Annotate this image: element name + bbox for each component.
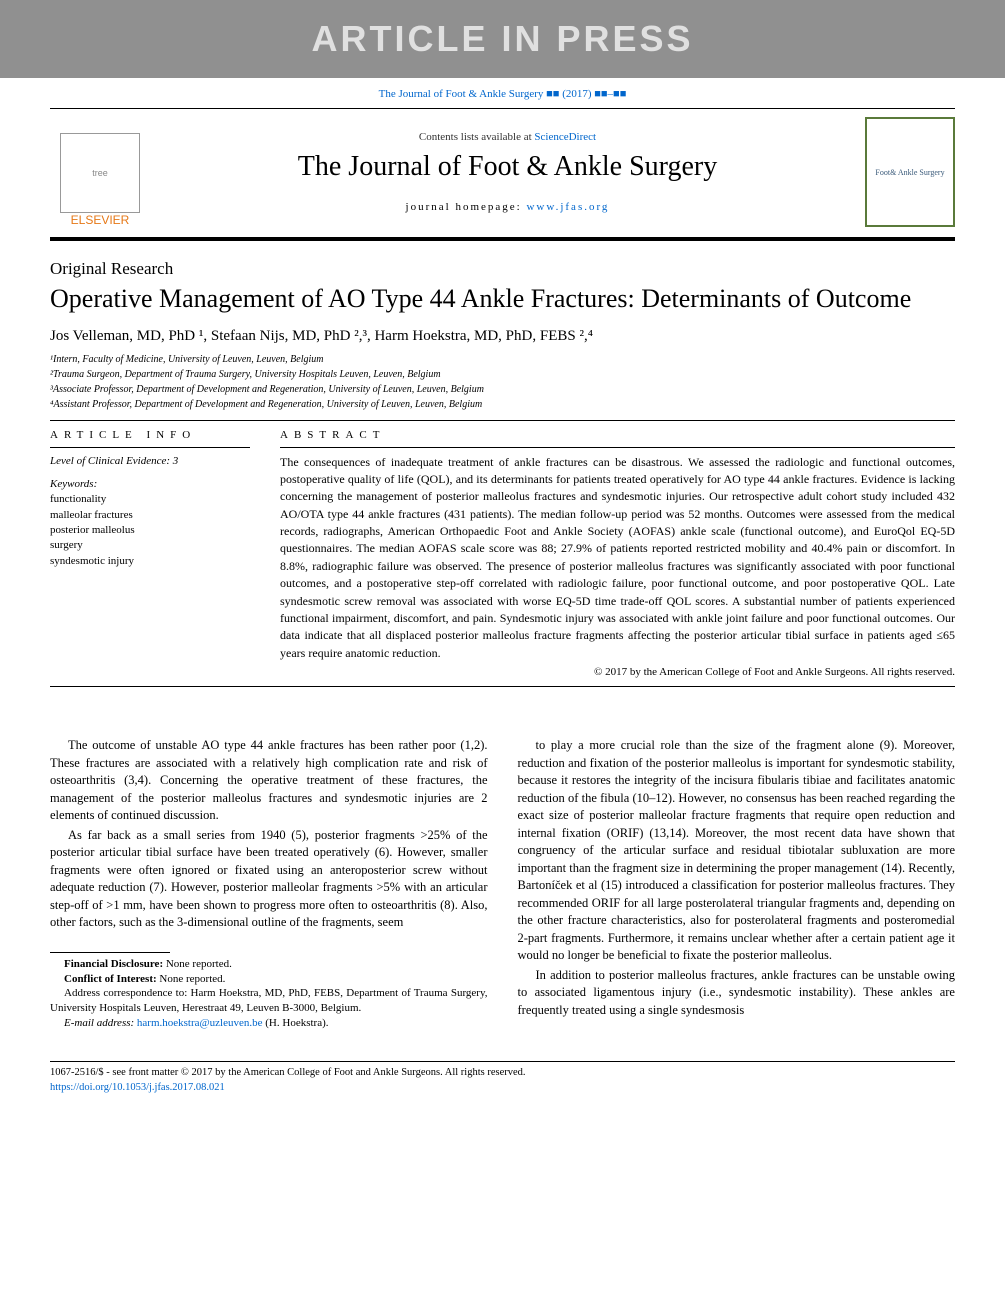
article-info-heading: ARTICLE INFO bbox=[50, 429, 250, 441]
footnotes-rule bbox=[50, 952, 170, 953]
conflict-of-interest: Conflict of Interest: None reported. bbox=[50, 972, 488, 987]
divider bbox=[50, 447, 250, 448]
loe-label: Level of Clinical Evidence: bbox=[50, 455, 170, 467]
body-columns: The outcome of unstable AO type 44 ankle… bbox=[50, 737, 955, 1031]
body-paragraph: In addition to posterior malleolus fract… bbox=[518, 967, 956, 1020]
citation-journal-link[interactable]: The Journal of Foot & Ankle Surgery bbox=[379, 88, 544, 100]
financial-disclosure: Financial Disclosure: None reported. bbox=[50, 957, 488, 972]
keyword: posterior malleolus bbox=[50, 523, 250, 538]
article-in-press-banner: ARTICLE IN PRESS bbox=[0, 0, 1005, 78]
body-column-left: The outcome of unstable AO type 44 ankle… bbox=[50, 737, 488, 1031]
keywords-label: Keywords: bbox=[50, 477, 250, 492]
keyword: functionality bbox=[50, 492, 250, 507]
body-paragraph: As far back as a small series from 1940 … bbox=[50, 827, 488, 932]
elsevier-label: ELSEVIER bbox=[71, 213, 130, 227]
contents-prefix: Contents lists available at bbox=[419, 131, 534, 143]
journal-header: tree ELSEVIER Contents lists available a… bbox=[0, 109, 1005, 235]
contents-line: Contents lists available at ScienceDirec… bbox=[166, 131, 849, 143]
affiliation: ¹Intern, Faculty of Medicine, University… bbox=[50, 353, 955, 367]
body-paragraph: to play a more crucial role than the siz… bbox=[518, 737, 956, 965]
thick-rule bbox=[50, 237, 955, 241]
elsevier-tree-icon: tree bbox=[60, 133, 140, 213]
correspondence: Address correspondence to: Harm Hoekstra… bbox=[50, 986, 488, 1016]
citation-ref: ■■ (2017) ■■–■■ bbox=[546, 88, 626, 100]
loe-value: 3 bbox=[173, 455, 179, 467]
divider bbox=[50, 686, 955, 687]
journal-cover-thumbnail[interactable]: Foot& Ankle Surgery bbox=[865, 117, 955, 227]
homepage-prefix: journal homepage: bbox=[406, 201, 527, 213]
abstract-heading: ABSTRACT bbox=[280, 429, 955, 441]
homepage-line: journal homepage: www.jfas.org bbox=[166, 201, 849, 213]
journal-center: Contents lists available at ScienceDirec… bbox=[166, 131, 849, 213]
article-type: Original Research bbox=[50, 259, 955, 279]
affiliation: ²Trauma Surgeon, Department of Trauma Su… bbox=[50, 368, 955, 382]
divider bbox=[280, 447, 955, 448]
level-of-evidence: Level of Clinical Evidence: 3 bbox=[50, 454, 250, 469]
keyword: syndesmotic injury bbox=[50, 554, 250, 569]
email-link[interactable]: harm.hoekstra@uzleuven.be bbox=[137, 1017, 263, 1029]
affiliation: ³Associate Professor, Department of Deve… bbox=[50, 383, 955, 397]
article-info-column: ARTICLE INFO Level of Clinical Evidence:… bbox=[50, 429, 250, 679]
body-column-right: to play a more crucial role than the siz… bbox=[518, 737, 956, 1031]
abstract-text: The consequences of inadequate treatment… bbox=[280, 454, 955, 663]
divider bbox=[50, 420, 955, 421]
homepage-link[interactable]: www.jfas.org bbox=[526, 201, 609, 213]
footnotes: Financial Disclosure: None reported. Con… bbox=[50, 957, 488, 1031]
footer-copyright: 1067-2516/$ - see front matter © 2017 by… bbox=[50, 1066, 955, 1081]
body-paragraph: The outcome of unstable AO type 44 ankle… bbox=[50, 737, 488, 825]
footer: 1067-2516/$ - see front matter © 2017 by… bbox=[0, 1062, 1005, 1115]
email-line: E-mail address: harm.hoekstra@uzleuven.b… bbox=[50, 1016, 488, 1031]
sciencedirect-link[interactable]: ScienceDirect bbox=[534, 131, 596, 143]
keyword: surgery bbox=[50, 538, 250, 553]
doi-link[interactable]: https://doi.org/10.1053/j.jfas.2017.08.0… bbox=[50, 1082, 225, 1093]
abstract-copyright: © 2017 by the American College of Foot a… bbox=[280, 666, 955, 678]
affiliation: ⁴Assistant Professor, Department of Deve… bbox=[50, 398, 955, 412]
abstract-column: ABSTRACT The consequences of inadequate … bbox=[280, 429, 955, 679]
citation-line: The Journal of Foot & Ankle Surgery ■■ (… bbox=[0, 78, 1005, 104]
elsevier-logo[interactable]: tree ELSEVIER bbox=[50, 117, 150, 227]
authors-line: Jos Velleman, MD, PhD ¹, Stefaan Nijs, M… bbox=[50, 328, 955, 345]
article-title: Operative Management of AO Type 44 Ankle… bbox=[50, 283, 955, 316]
keyword: malleolar fractures bbox=[50, 508, 250, 523]
affiliations: ¹Intern, Faculty of Medicine, University… bbox=[50, 353, 955, 412]
journal-name: The Journal of Foot & Ankle Surgery bbox=[166, 151, 849, 183]
